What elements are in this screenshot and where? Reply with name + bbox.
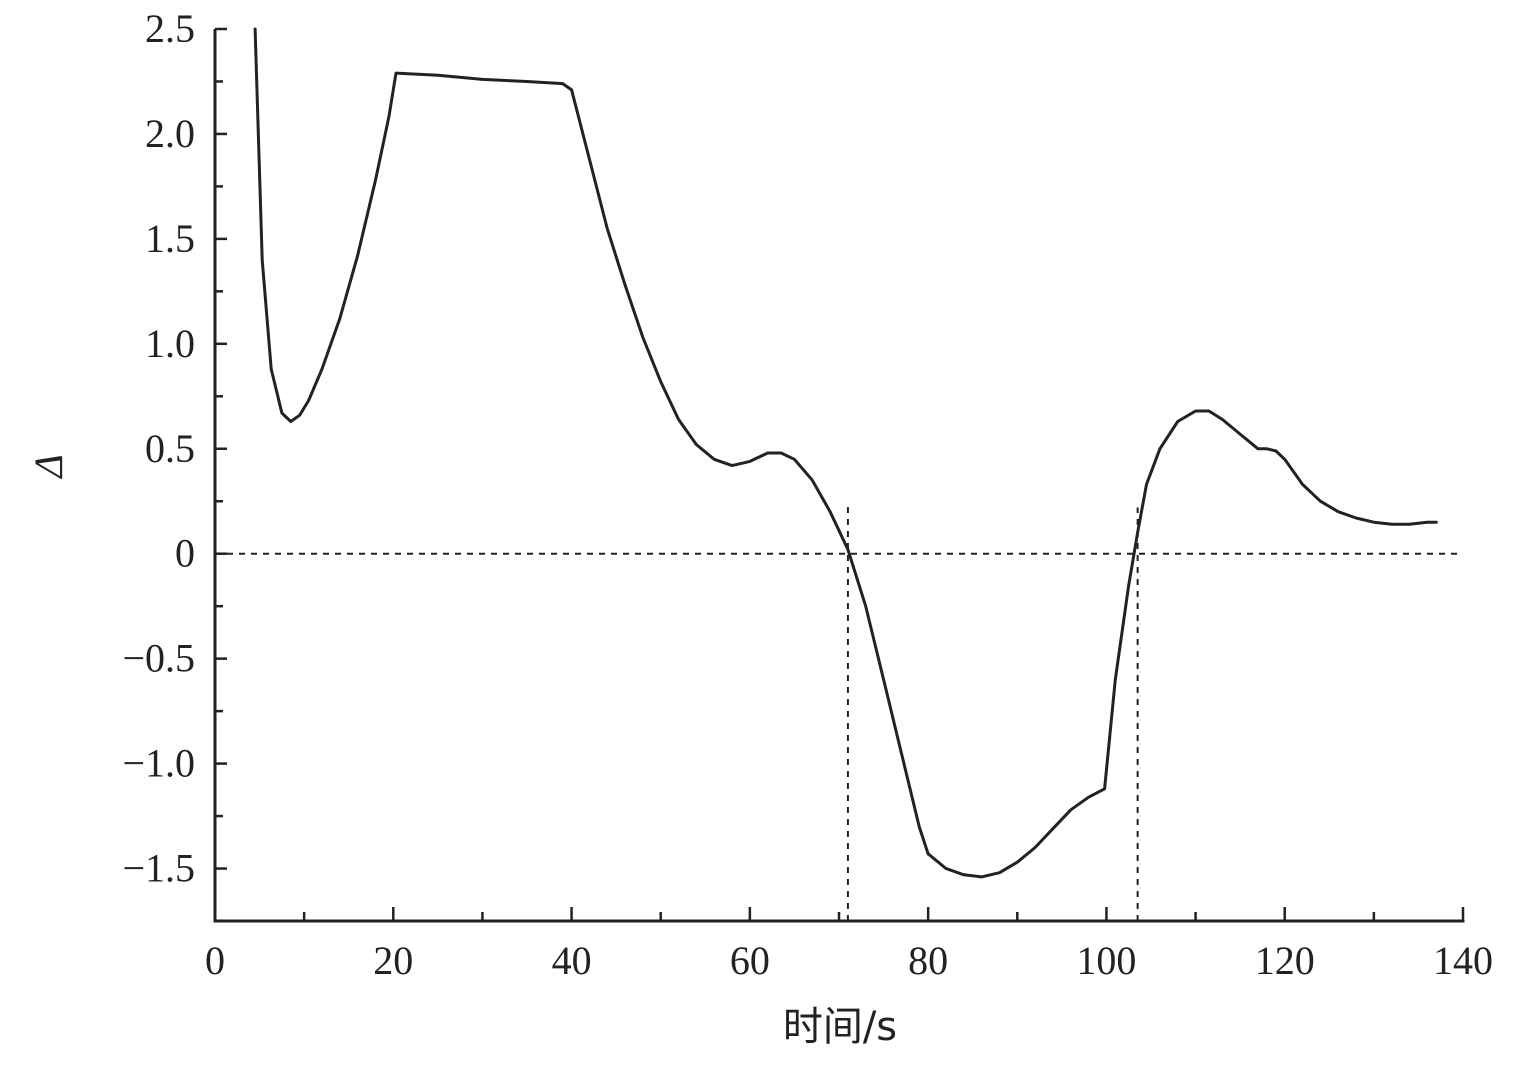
x-tick-label: 140 [1433, 938, 1493, 983]
axes [213, 27, 1465, 923]
y-tick-label: 2.0 [145, 111, 195, 156]
y-tick-label: 2.5 [145, 6, 195, 51]
y-tick-label: 1.0 [145, 321, 195, 366]
series-layer [253, 27, 1438, 879]
y-tick-label: −1.5 [122, 846, 195, 891]
y-tick-label: 0.5 [145, 426, 195, 471]
reference-lines [215, 501, 1463, 921]
x-tick-label: 120 [1255, 938, 1315, 983]
x-tick-label: 80 [908, 938, 948, 983]
x-tick-label: 100 [1076, 938, 1136, 983]
x-axis-title: 时间/s [783, 1004, 897, 1050]
x-tick-label: 0 [205, 938, 225, 983]
y-tick-label: −1.0 [122, 741, 195, 786]
y-tick-label: −0.5 [122, 636, 195, 681]
y-tick-label: 1.5 [145, 216, 195, 261]
x-tick-label: 20 [373, 938, 413, 983]
x-tick-label: 40 [552, 938, 592, 983]
y-axis-title: Δ [26, 454, 71, 479]
series-line-0 [253, 27, 1438, 879]
tick-labels: 2.5 2.0 1.5 1.0 0.5 0 −0.5 −1.0 −1.5 0 20 40 60 80 100… [122, 6, 1493, 983]
y-tick-label: 0 [175, 531, 195, 576]
x-tick-label: 60 [730, 938, 770, 983]
